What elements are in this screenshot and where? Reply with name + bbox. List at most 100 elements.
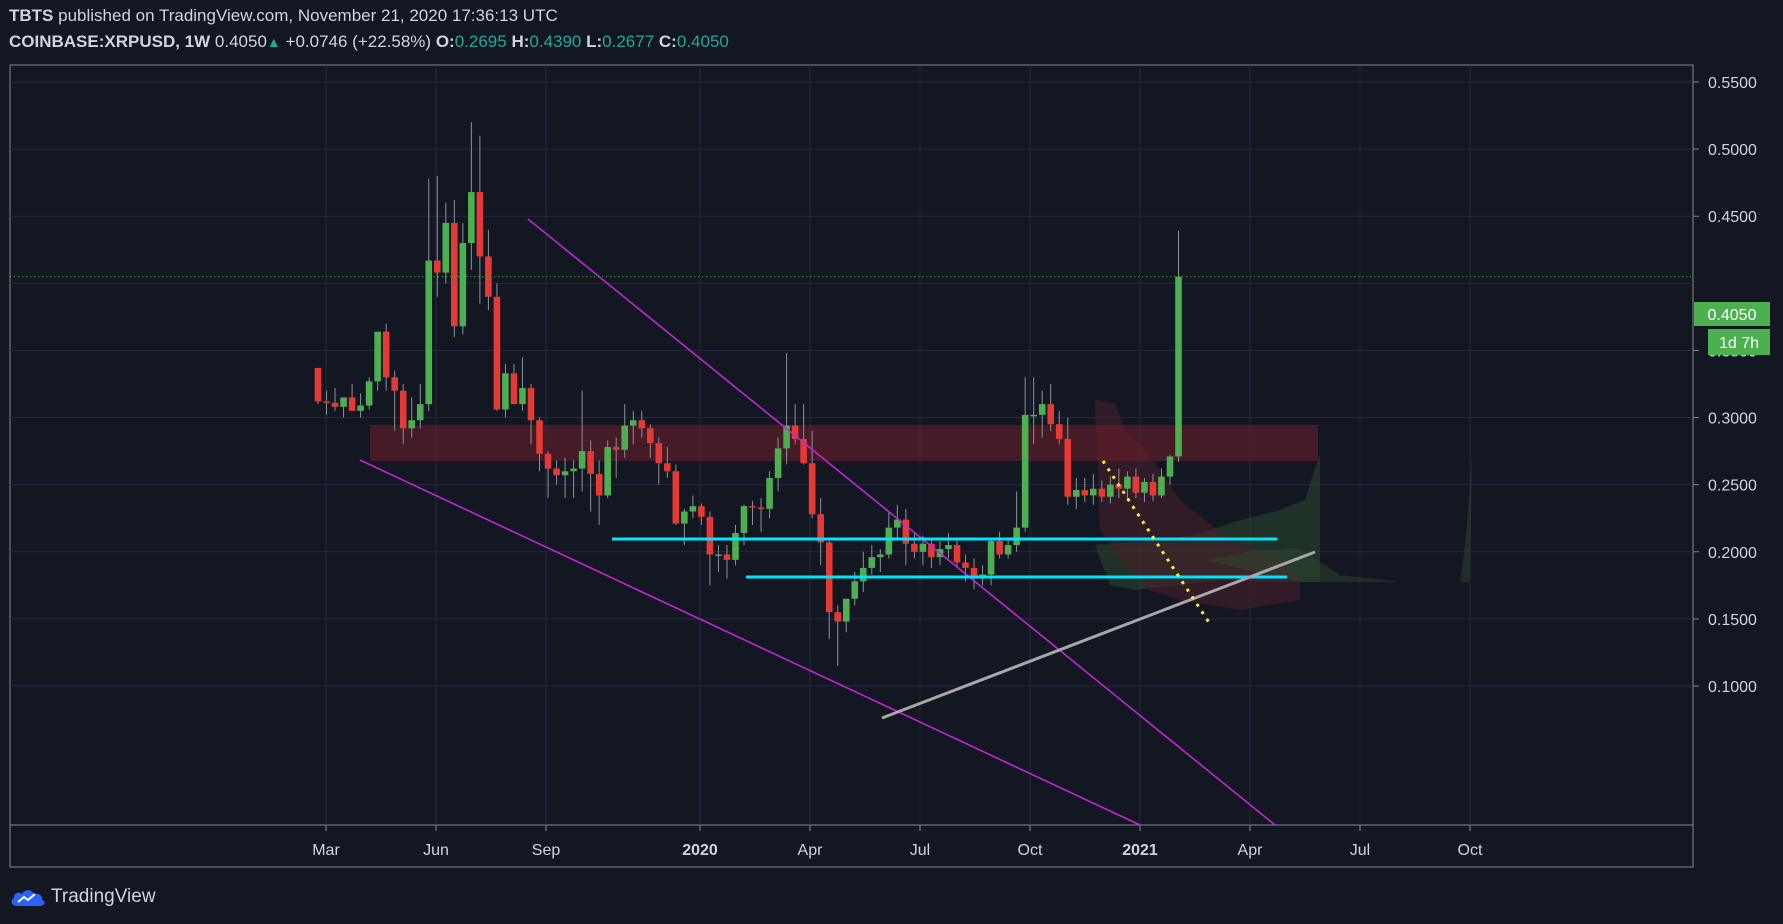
- candle-body: [468, 192, 475, 244]
- candle-body: [911, 543, 918, 552]
- channel-lower-line: [359, 459, 1141, 826]
- candle-body: [561, 471, 569, 476]
- candle-body: [374, 331, 381, 382]
- price-change: +0.0746 (+22.58%): [285, 32, 432, 51]
- candle-body: [919, 543, 927, 552]
- countdown-tag-bg: [1708, 329, 1770, 355]
- candle-body: [987, 541, 995, 575]
- candle-body: [715, 554, 722, 556]
- last-price-tag-value: 0.4050: [1708, 307, 1757, 324]
- candle-body: [1124, 476, 1131, 489]
- channel-upper-line: [527, 218, 1276, 826]
- time-tick-label: Sep: [532, 842, 561, 859]
- candle-body: [1166, 456, 1174, 477]
- candle-body: [757, 507, 765, 509]
- publish-info: TBTS published on TradingView.com, Novem…: [9, 6, 558, 26]
- time-tick-label: Oct: [1018, 842, 1043, 859]
- candle-body: [681, 511, 688, 524]
- chart-frame: [9, 64, 1694, 868]
- candle-body: [953, 545, 961, 563]
- candle-body: [885, 527, 893, 555]
- candle-body: [612, 447, 620, 450]
- candle-body: [348, 397, 356, 411]
- candle-body: [493, 296, 501, 410]
- symbol-legend: COINBASE:XRPUSD, 1W 0.4050▲ +0.0746 (+22…: [9, 32, 729, 52]
- candle-body: [442, 222, 450, 273]
- candle-body: [1107, 484, 1114, 497]
- candle-body: [1021, 414, 1029, 528]
- candle-body: [1149, 481, 1157, 496]
- time-tick-label: Jul: [910, 842, 930, 859]
- candle-body: [902, 519, 910, 544]
- symbol-name[interactable]: COINBASE:XRPUSD, 1W: [9, 32, 211, 51]
- open-label: O:: [435, 32, 455, 51]
- candle-body: [1081, 490, 1089, 496]
- last-price-tag-bg: [1694, 302, 1770, 326]
- candle-body: [800, 439, 807, 464]
- candle-body: [578, 451, 586, 469]
- candle-body: [544, 453, 552, 469]
- candle-body: [740, 506, 748, 533]
- time-tick-label: 2020: [682, 842, 718, 859]
- candle-body: [1038, 404, 1046, 415]
- time-tick-label: Jul: [1350, 842, 1370, 859]
- time-axis[interactable]: Mar Jun Sep 2020 Apr Jul Oct 2021 Apr Jul Oct: [312, 825, 1483, 859]
- candle-body: [425, 260, 433, 405]
- last-price: 0.4050: [214, 32, 267, 51]
- candle-body: [629, 420, 637, 426]
- candle-body: [877, 554, 884, 558]
- candle-body: [536, 420, 543, 454]
- triangle-up-icon: ▲: [266, 34, 281, 50]
- candle-body: [595, 473, 603, 496]
- candle-body: [416, 404, 424, 421]
- candle-body: [451, 222, 458, 327]
- price-tick-label: 0.5500: [1708, 75, 1757, 92]
- low-value: 0.2677: [602, 32, 655, 51]
- candle-body: [587, 451, 594, 474]
- price-tick-label: 0.1500: [1708, 612, 1757, 629]
- drawings: [370, 400, 1472, 610]
- candle-body: [357, 405, 364, 411]
- price-tick-label: 0.2500: [1708, 478, 1757, 495]
- candle-body: [1132, 476, 1140, 493]
- candle-body: [391, 377, 398, 391]
- time-tick-label: Apr: [798, 842, 824, 859]
- price-axis[interactable]: 0.55000.50000.45000.35000.30000.25000.20…: [1693, 75, 1757, 696]
- candle-body: [706, 516, 714, 555]
- candle-body: [604, 447, 611, 496]
- candle-body: [672, 471, 680, 524]
- candle-body: [570, 468, 577, 472]
- time-tick-label: Mar: [312, 842, 340, 859]
- candle-body: [340, 397, 347, 407]
- price-tick-label: 0.5000: [1708, 142, 1757, 159]
- drawings-top: [10, 218, 1693, 826]
- tradingview-logo[interactable]: TradingView: [9, 885, 156, 909]
- ichimoku-cloud-future: [1205, 458, 1472, 582]
- low-label: L:: [586, 32, 603, 51]
- price-tick-label: 0.4500: [1708, 209, 1757, 226]
- candle-body: [1175, 276, 1182, 457]
- candle-body: [510, 373, 518, 405]
- publisher-name: TBTS: [9, 6, 54, 25]
- candle-body: [399, 390, 407, 429]
- ascending-trendline: [881, 550, 1316, 720]
- candle-body: [868, 557, 876, 568]
- candle-body: [314, 367, 322, 402]
- candle-body: [621, 425, 629, 450]
- brand-name: TradingView: [51, 886, 156, 907]
- resistance-zone: [370, 425, 1318, 461]
- published-text: published on TradingView.com, November 2…: [58, 6, 558, 25]
- candle-body: [698, 506, 705, 517]
- candle-body: [1055, 424, 1063, 440]
- price-tick-label: 0.1000: [1708, 679, 1757, 696]
- candle-body: [664, 463, 671, 472]
- candle-body: [817, 514, 824, 543]
- candle-body: [553, 468, 560, 476]
- candle-body: [842, 598, 850, 622]
- candle-body: [962, 562, 969, 568]
- candle-body: [1115, 484, 1123, 489]
- candles: [314, 122, 1182, 666]
- time-tick-label: Apr: [1238, 842, 1264, 859]
- time-tick-label: 2021: [1122, 842, 1158, 859]
